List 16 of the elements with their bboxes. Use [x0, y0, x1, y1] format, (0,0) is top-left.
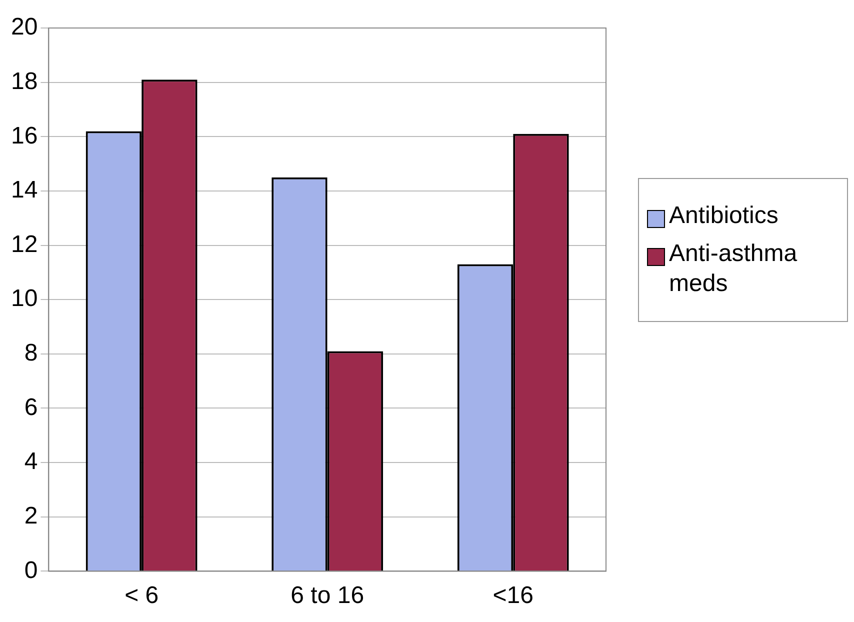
y-tick-label: 18	[10, 68, 38, 95]
legend-label: Antibiotics	[669, 201, 780, 231]
y-tick-label: 10	[10, 285, 38, 312]
x-tick-label: <16	[492, 582, 534, 610]
y-tick-label: 4	[24, 448, 38, 476]
y-tick-label: 12	[10, 230, 38, 258]
y-tick-label: 16	[10, 122, 38, 150]
legend-label: Anti-asthma meds	[669, 239, 798, 299]
y-tick-label: 6	[24, 394, 38, 421]
y-tick-label: 0	[24, 556, 38, 584]
x-tick-label: 6 to 16	[290, 582, 364, 610]
y-tick-label: 20	[10, 14, 38, 41]
y-tick-label: 14	[10, 176, 38, 204]
x-tick-label: < 6	[124, 582, 159, 610]
y-tick-label: 2	[24, 502, 38, 530]
y-tick-label: 8	[24, 340, 38, 367]
